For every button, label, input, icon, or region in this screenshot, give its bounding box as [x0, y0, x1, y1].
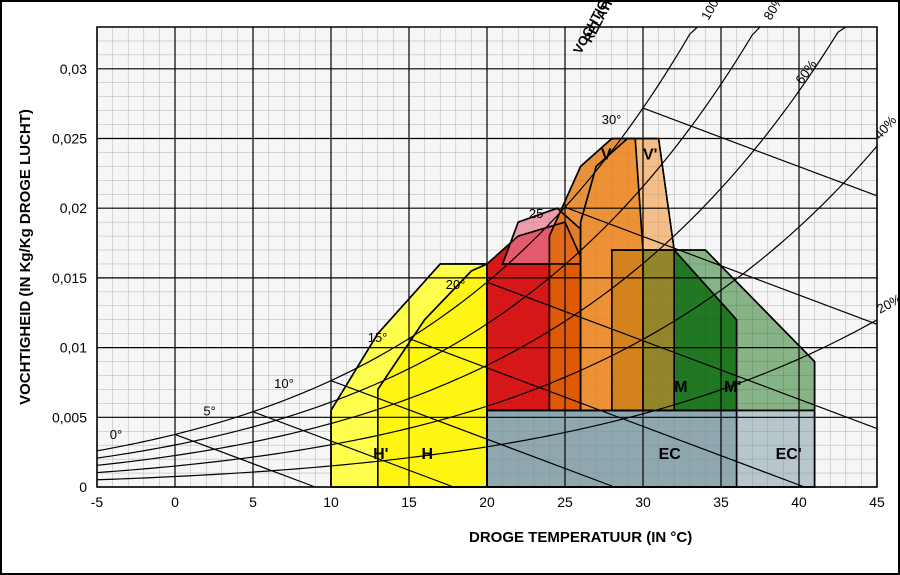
svg-text:5: 5 [249, 494, 257, 510]
svg-text:EC: EC [659, 446, 682, 463]
svg-text:15°: 15° [368, 330, 388, 345]
svg-text:M': M' [724, 379, 741, 396]
svg-text:30°: 30° [602, 112, 622, 127]
svg-text:0,025: 0,025 [52, 131, 87, 147]
svg-text:25: 25 [557, 494, 573, 510]
svg-text:H: H [421, 446, 433, 463]
svg-text:40: 40 [791, 494, 807, 510]
x-axis-label: DROGE TEMPERATUUR (IN °C) [469, 529, 692, 546]
svg-text:H': H' [373, 446, 388, 463]
svg-text:20%: 20% [874, 291, 898, 317]
svg-text:100%: 100% [698, 2, 728, 22]
svg-text:M: M [674, 379, 687, 396]
svg-text:45: 45 [869, 494, 885, 510]
svg-text:15: 15 [401, 494, 417, 510]
svg-text:0,02: 0,02 [60, 200, 87, 216]
svg-text:0,01: 0,01 [60, 340, 87, 356]
svg-text:-5: -5 [91, 494, 104, 510]
y-axis-label: VOCHTIGHEID (IN Kg/Kg DROGE LUCHT) [17, 109, 34, 405]
svg-text:30: 30 [635, 494, 651, 510]
svg-text:35: 35 [713, 494, 729, 510]
svg-text:10: 10 [323, 494, 339, 510]
svg-text:80%: 80% [760, 2, 786, 23]
svg-text:5°: 5° [203, 404, 215, 419]
svg-text:20°: 20° [446, 277, 466, 292]
svg-text:20: 20 [479, 494, 495, 510]
psychrometric-chart: 20%40%60%80%100%0°5°10°15°20°2530°H'HECE… [2, 2, 898, 573]
svg-text:EC': EC' [776, 446, 802, 463]
svg-text:0,005: 0,005 [52, 409, 87, 425]
svg-text:10°: 10° [274, 376, 294, 391]
svg-text:0,03: 0,03 [60, 61, 87, 77]
chart-frame: 20%40%60%80%100%0°5°10°15°20°2530°H'HECE… [0, 0, 900, 575]
svg-text:0: 0 [79, 479, 87, 495]
svg-text:0°: 0° [110, 427, 122, 442]
svg-text:V': V' [643, 146, 657, 163]
svg-text:0: 0 [171, 494, 179, 510]
svg-text:0,015: 0,015 [52, 270, 87, 286]
